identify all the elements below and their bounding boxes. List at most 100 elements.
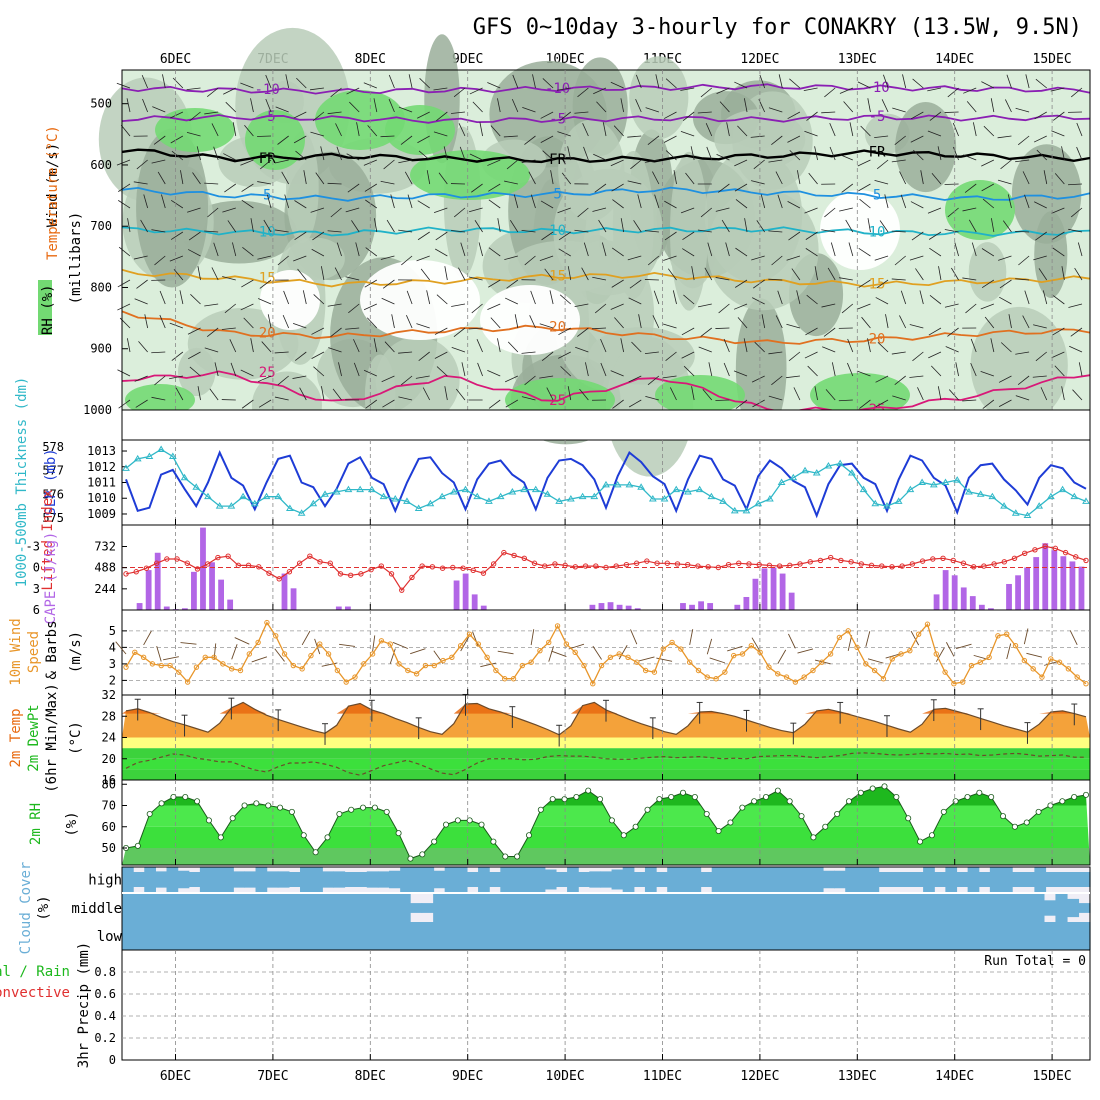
lifted-index-point: [1083, 557, 1089, 564]
rh2m-point: [952, 798, 959, 805]
wind-barb: [540, 135, 554, 143]
wind-barb: [1076, 146, 1083, 161]
wind10-barb: [1069, 630, 1078, 645]
lifted-index-point: [623, 561, 630, 568]
thickness-point: [719, 497, 727, 504]
wind-barb: [697, 229, 712, 233]
wind-barb: [418, 150, 430, 161]
wind-barb: [1004, 99, 1012, 113]
temperature-contour: [121, 186, 1091, 202]
precip-tick-label: 0.2: [94, 1031, 116, 1045]
slp-tick-label: 1009: [87, 507, 116, 521]
date-label-top: 12DEC: [740, 52, 779, 67]
wind-speed-point: [616, 651, 622, 657]
wind-barb: [223, 153, 236, 161]
rh2m-point: [739, 804, 746, 811]
lifted-index-point: [480, 570, 487, 576]
wind-barb: [970, 338, 977, 353]
wind-barb: [859, 198, 871, 209]
wind-barb: [274, 159, 289, 164]
cape-bar: [344, 606, 351, 610]
wind-barb: [310, 207, 325, 213]
wind-barb: [188, 351, 201, 360]
cloud-low-bar: [1020, 922, 1033, 950]
cloud-middle-bar: [156, 894, 169, 922]
cloud-middle-bar: [582, 894, 596, 922]
cloud-high-bar: [322, 871, 335, 888]
t2m-tick-label: 28: [102, 709, 116, 723]
wind10-barb: [274, 648, 285, 662]
wind-barb: [824, 207, 836, 218]
wind-barb: [388, 74, 395, 89]
wind-barb: [937, 386, 942, 401]
cloud-high-bar: [522, 867, 535, 892]
wind-barb: [672, 290, 677, 305]
cloud-high-bar: [311, 867, 323, 892]
rh2m-unit: (%): [64, 811, 80, 836]
wind-barb: [972, 122, 977, 137]
lifted-index-point: [225, 553, 231, 559]
cloud-high-bar: [377, 871, 390, 888]
wind-barb: [952, 146, 959, 161]
wind-barb: [433, 87, 448, 91]
temperature-contour-label: 20: [549, 319, 566, 335]
cloud-layer-label: low: [97, 929, 123, 945]
thickness-point: [871, 499, 880, 507]
precip-border: [121, 949, 1091, 1061]
wind-barb: [645, 107, 660, 113]
wind-barb: [1074, 267, 1083, 281]
cloud-low-bar: [122, 922, 135, 950]
cloud-high-bar: [199, 867, 212, 892]
wind-barb: [242, 247, 254, 257]
wind-barb: [912, 351, 924, 362]
wind-barb: [822, 346, 836, 353]
rh2m-point: [798, 813, 805, 820]
lifted-index-point: [1062, 549, 1069, 556]
cloud-middle-bar: [652, 894, 665, 922]
thickness-point: [918, 478, 926, 485]
wind-barb: [133, 255, 148, 260]
cloud-low-bar: [871, 922, 884, 950]
wind10-barb: [251, 656, 268, 663]
wind-barb: [574, 111, 589, 114]
wind-barb: [265, 74, 272, 89]
lifted-index-point: [409, 574, 415, 581]
rh2m-point: [928, 832, 935, 839]
cloud-high-bar: [455, 867, 468, 892]
wind-barb: [789, 150, 801, 161]
wind-barb: [680, 87, 695, 91]
cloud-low-bar: [813, 922, 826, 950]
wind-barb: [406, 315, 413, 329]
wind-barb: [891, 278, 906, 281]
wind-barb: [504, 297, 519, 305]
wind-barb: [277, 375, 289, 386]
wind-speed-point: [546, 639, 552, 646]
lifted-index-point: [337, 571, 344, 577]
wind-barb: [521, 229, 536, 233]
cloud-low-bar: [732, 922, 745, 950]
temperature-contour: [121, 310, 1091, 345]
cloud-low-bar: [824, 922, 838, 950]
cloud-low-bar: [444, 922, 457, 950]
wind-barb: [938, 266, 942, 281]
wind-barb: [945, 346, 959, 353]
wind-barb: [542, 78, 554, 89]
lifted-index-point: [746, 561, 752, 567]
wind-barb: [771, 135, 783, 146]
cloud-low-bar: [778, 922, 791, 950]
wind-barb: [581, 267, 589, 281]
rh2m-border: [121, 779, 1091, 866]
wind-barb: [558, 231, 571, 241]
wind10-label-3: & Barbs: [44, 620, 60, 679]
wind-barb: [683, 365, 695, 377]
wind-barb: [857, 303, 871, 310]
wind-barb: [644, 230, 659, 233]
wind-barb: [1051, 207, 1065, 214]
wind-speed-point: [889, 656, 895, 662]
wind-barb: [459, 146, 466, 161]
lifted-index-point: [725, 561, 732, 568]
wind-barb: [521, 396, 536, 401]
wind-barb: [471, 303, 483, 314]
wind-barb: [726, 122, 730, 137]
thickness-point: [391, 495, 400, 502]
